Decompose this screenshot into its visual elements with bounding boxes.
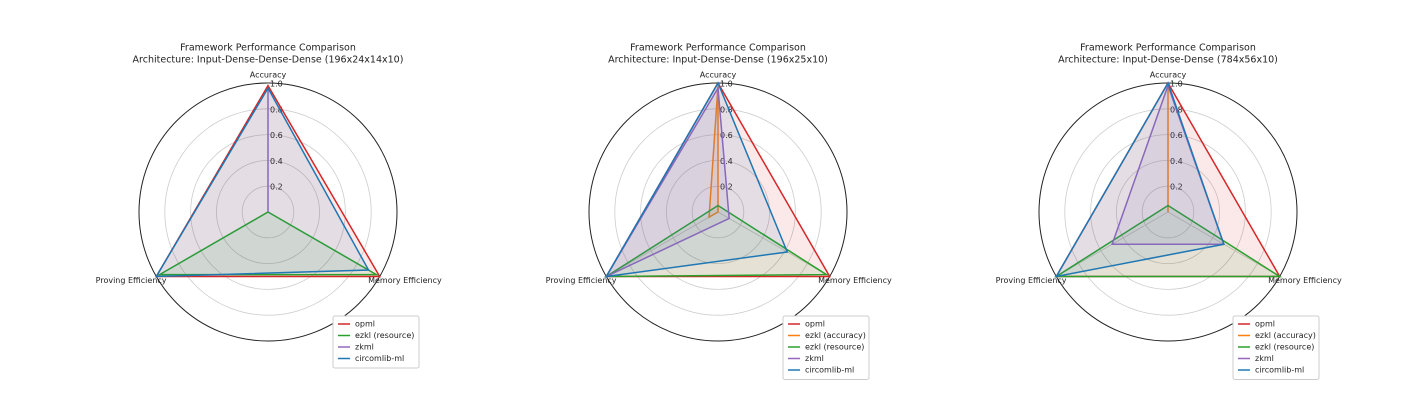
axis-label: Accuracy — [700, 71, 737, 80]
axis-label: Accuracy — [1150, 71, 1187, 80]
legend-label: opml — [805, 320, 825, 329]
radar-chart: Framework Performance ComparisonArchitec… — [996, 43, 1342, 380]
spoke — [717, 211, 830, 277]
series-line — [604, 81, 789, 278]
series-area — [156, 88, 369, 277]
radial-tick-label: 0.6 — [1170, 131, 1183, 140]
radar-chart: Framework Performance ComparisonArchitec… — [96, 43, 442, 369]
chart-subtitle: Architecture: Input-Dense-Dense-Dense (1… — [133, 55, 404, 66]
radial-tick-label: 0.2 — [270, 183, 283, 192]
legend-label: ezkl (resource) — [805, 343, 864, 352]
axis-label: Proving Efficiency — [96, 276, 167, 285]
radar-chart: Framework Performance ComparisonArchitec… — [546, 43, 892, 380]
series-line — [154, 86, 370, 278]
radial-tick-label: 0.4 — [720, 157, 733, 166]
legend-label: opml — [355, 320, 375, 329]
axis-label: Memory Efficiency — [818, 276, 892, 285]
radial-tick-label: 0.4 — [270, 157, 283, 166]
legend-label: ezkl (resource) — [355, 331, 414, 340]
legend-label: ezkl (accuracy) — [805, 331, 866, 340]
radial-tick-label: 1.0 — [1170, 80, 1183, 89]
radial-tick-label: 0.6 — [720, 131, 733, 140]
series-area — [159, 212, 377, 275]
radial-tick-label: 0.4 — [1170, 157, 1183, 166]
series-area — [606, 205, 827, 277]
radial-tick-label: 0.2 — [1170, 183, 1183, 192]
radial-tick-label: 1.0 — [270, 80, 283, 89]
legend-label: circomlib-ml — [1255, 366, 1304, 375]
legend-label: opml — [1255, 320, 1275, 329]
legend-label: circomlib-ml — [355, 354, 404, 363]
legend-label: zkml — [805, 354, 824, 363]
legend-box — [332, 315, 420, 369]
legend-label: ezkl (resource) — [1255, 343, 1314, 352]
chart-subtitle: Architecture: Input-Dense-Dense (196x25x… — [608, 55, 828, 66]
chart-title: Framework Performance Comparison — [1080, 43, 1256, 54]
series-line — [156, 211, 380, 276]
legend-label: circomlib-ml — [805, 366, 854, 375]
series-area — [1112, 85, 1224, 245]
chart-subtitle: Architecture: Input-Dense-Dense (784x56x… — [1058, 55, 1278, 66]
radial-tick-label: 1.0 — [720, 80, 733, 89]
series-area — [606, 88, 730, 277]
axis-label: Proving Efficiency — [546, 276, 617, 285]
axis-label: Memory Efficiency — [368, 276, 442, 285]
chart-title: Framework Performance Comparison — [630, 43, 806, 54]
legend-label: zkml — [1255, 354, 1274, 363]
spoke — [606, 211, 719, 277]
series-line — [708, 85, 719, 219]
radial-tick-label: 0.8 — [720, 105, 733, 114]
legend-box — [782, 315, 870, 380]
series-line — [604, 85, 730, 279]
legend-label: zkml — [355, 343, 374, 352]
series-line — [603, 204, 829, 278]
series-area — [606, 83, 788, 277]
axis-label: Accuracy — [250, 71, 287, 80]
series-line — [1054, 81, 1225, 278]
series-line — [1053, 204, 1283, 278]
axis-label: Proving Efficiency — [996, 276, 1067, 285]
axis-label: Memory Efficiency — [1268, 276, 1342, 285]
radial-tick-label: 0.8 — [270, 105, 283, 114]
legend-label: ezkl (accuracy) — [1255, 331, 1316, 340]
chart-title: Framework Performance Comparison — [180, 43, 356, 54]
legend-box — [1232, 315, 1320, 380]
series-area — [1056, 83, 1224, 277]
radial-tick-label: 0.6 — [270, 131, 283, 140]
series-area — [1056, 205, 1280, 277]
